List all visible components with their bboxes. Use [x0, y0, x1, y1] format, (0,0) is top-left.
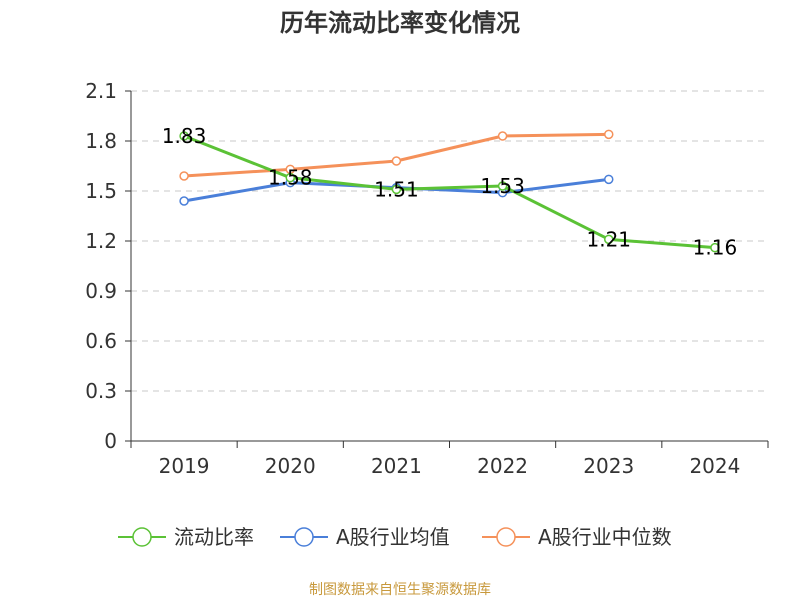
data-point: [604, 234, 614, 245]
y-tick-label: 2.1: [85, 79, 117, 103]
series: [179, 129, 720, 253]
data-point: [604, 129, 614, 140]
data-point: [497, 131, 508, 141]
x-tick-label: 2021: [371, 454, 422, 478]
axes: 0 0.3 0.6 0.9 1.2 1.5 1.8 2.1 2019 2020 2021 2022 20…: [85, 79, 769, 478]
data-label: 1.16: [693, 236, 738, 260]
legend: 流动比率 A股行业均值 A股行业中位数: [118, 525, 672, 549]
data-point: [604, 174, 614, 185]
source-note: 制图数据来自恒生聚源数据库: [309, 582, 491, 598]
data-point: [179, 171, 189, 181]
data-label: 1.58: [268, 166, 313, 190]
x-tick-label: 2022: [477, 454, 528, 478]
data-point: [391, 156, 402, 166]
y-tick-label: 0: [104, 429, 117, 453]
legend-marker-icon: [294, 527, 314, 547]
legend-label: A股行业中位数: [538, 525, 672, 549]
x-tick-label: 2023: [583, 454, 634, 478]
x-tick-label: 2024: [689, 454, 740, 478]
data-label: 1.83: [162, 124, 207, 148]
x-tick-label: 2019: [159, 454, 210, 478]
chart-title: 历年流动比率变化情况: [280, 9, 520, 37]
y-tick-label: 1.8: [85, 129, 117, 153]
grid-lines: [131, 90, 768, 392]
data-point: [497, 181, 508, 191]
data-labels: 1.83 1.58 1.51 1.53 1.21 1.16: [162, 124, 737, 260]
y-tick-label: 0.9: [85, 279, 117, 303]
legend-marker-icon: [132, 527, 152, 547]
data-point: [179, 131, 189, 141]
legend-item[interactable]: A股行业中位数: [482, 525, 672, 549]
y-tick-label: 0.3: [85, 379, 117, 403]
data-point: [179, 196, 189, 206]
y-tick-label: 1.5: [85, 179, 117, 203]
data-point: [285, 172, 295, 183]
y-tick-label: 0.6: [85, 329, 117, 353]
legend-marker-icon: [496, 527, 516, 547]
series-line: [183, 134, 716, 250]
legend-label: A股行业均值: [336, 525, 450, 549]
legend-item[interactable]: A股行业均值: [280, 525, 450, 549]
data-label: 1.53: [480, 174, 525, 198]
legend-item[interactable]: 流动比率: [118, 525, 254, 549]
data-point: [710, 242, 720, 253]
y-tick-label: 1.2: [85, 229, 117, 253]
legend-label: 流动比率: [174, 525, 254, 549]
x-tick-label: 2020: [265, 454, 316, 478]
data-label: 1.51: [374, 177, 419, 201]
data-label: 1.21: [586, 227, 631, 251]
data-point: [391, 184, 402, 195]
